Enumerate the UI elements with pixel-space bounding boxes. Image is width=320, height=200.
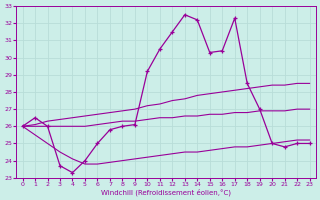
X-axis label: Windchill (Refroidissement éolien,°C): Windchill (Refroidissement éolien,°C) [101, 188, 231, 196]
